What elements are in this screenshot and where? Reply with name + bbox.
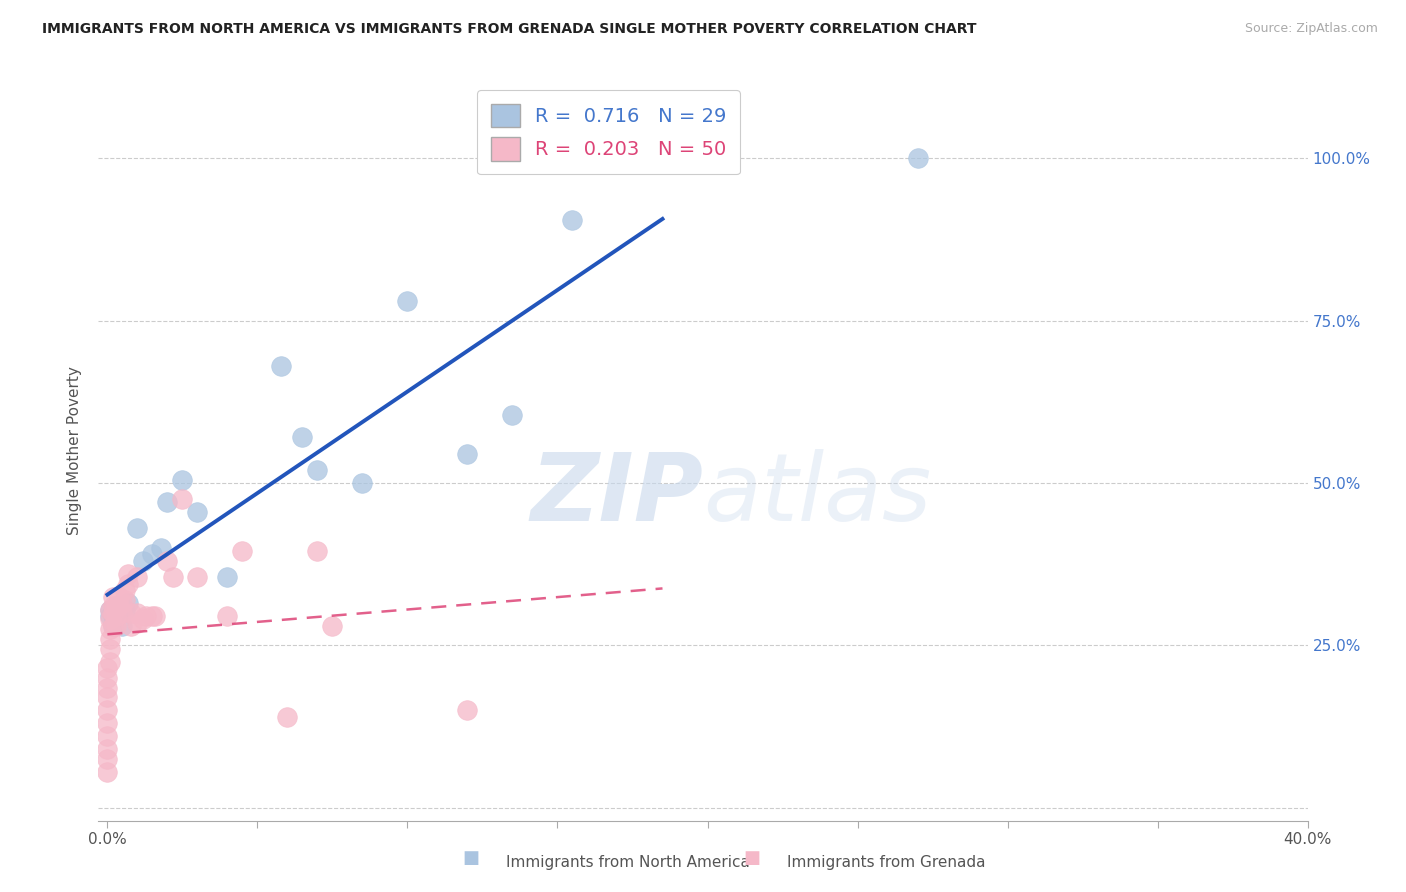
Point (135, 609, 157, 624)
Point (145, 609, 167, 624)
Point (592, 151, 614, 165)
Point (117, 566, 139, 581)
Point (576, 151, 599, 165)
Point (96, 716, 118, 731)
Point (114, 592, 136, 607)
Point (120, 619, 142, 633)
Point (111, 596, 134, 610)
Point (100, 641, 122, 656)
Point (501, 408, 523, 422)
Point (103, 599, 125, 614)
Point (114, 602, 136, 616)
Point (186, 570, 208, 584)
Point (231, 544, 253, 558)
Point (456, 703, 478, 717)
Legend: R =  0.716   N = 29, R =  0.203   N = 50: R = 0.716 N = 29, R = 0.203 N = 50 (477, 90, 740, 175)
Text: ■: ■ (744, 849, 761, 867)
Point (100, 632, 122, 646)
Text: ■: ■ (463, 849, 479, 867)
Point (96, 681, 118, 695)
Point (156, 554, 179, 568)
Point (96, 703, 118, 717)
Point (96, 671, 118, 685)
Point (127, 570, 149, 584)
Point (217, 609, 239, 624)
Text: Immigrants from Grenada: Immigrants from Grenada (787, 855, 986, 870)
Point (162, 570, 184, 584)
Point (103, 606, 125, 620)
Point (105, 609, 128, 624)
Point (105, 619, 128, 633)
Point (396, 294, 419, 309)
Point (117, 596, 139, 610)
Point (111, 619, 134, 633)
Point (100, 655, 122, 669)
Point (127, 606, 149, 620)
Point (105, 599, 128, 614)
Point (103, 619, 125, 633)
Point (96, 752, 118, 766)
Point (291, 430, 314, 444)
Point (96, 729, 118, 743)
Point (270, 359, 292, 373)
Point (100, 602, 122, 616)
Point (100, 609, 122, 624)
Point (120, 606, 142, 620)
Point (127, 615, 149, 630)
Point (96, 690, 118, 705)
Point (103, 609, 125, 624)
Y-axis label: Single Mother Poverty: Single Mother Poverty (67, 366, 83, 535)
Text: Source: ZipAtlas.com: Source: ZipAtlas.com (1244, 22, 1378, 36)
Point (100, 622, 122, 636)
Text: IMMIGRANTS FROM NORTH AMERICA VS IMMIGRANTS FROM GRENADA SINGLE MOTHER POVERTY C: IMMIGRANTS FROM NORTH AMERICA VS IMMIGRA… (42, 22, 977, 37)
Point (96, 742, 118, 756)
Point (321, 619, 343, 633)
Point (100, 602, 122, 616)
Point (456, 447, 478, 461)
Point (100, 612, 122, 626)
Point (108, 599, 131, 614)
Point (96, 764, 118, 779)
Point (114, 583, 136, 598)
Point (105, 602, 128, 616)
Point (907, 151, 929, 165)
Point (186, 505, 208, 519)
Point (132, 612, 155, 626)
Point (156, 495, 179, 509)
Point (103, 619, 125, 633)
Point (132, 554, 155, 568)
Point (307, 463, 329, 477)
Point (352, 475, 374, 490)
Point (217, 570, 239, 584)
Point (307, 544, 329, 558)
Text: Immigrants from North America: Immigrants from North America (506, 855, 749, 870)
Text: ZIP: ZIP (530, 449, 703, 541)
Text: atlas: atlas (703, 450, 931, 541)
Point (276, 710, 298, 724)
Point (127, 521, 149, 535)
Point (561, 213, 583, 227)
Point (141, 547, 163, 561)
Point (117, 576, 139, 591)
Point (172, 492, 194, 507)
Point (108, 590, 131, 604)
Point (172, 473, 194, 487)
Point (111, 606, 134, 620)
Point (150, 541, 173, 555)
Point (103, 590, 125, 604)
Point (141, 609, 163, 624)
Point (96, 661, 118, 675)
Point (108, 599, 131, 614)
Point (105, 609, 128, 624)
